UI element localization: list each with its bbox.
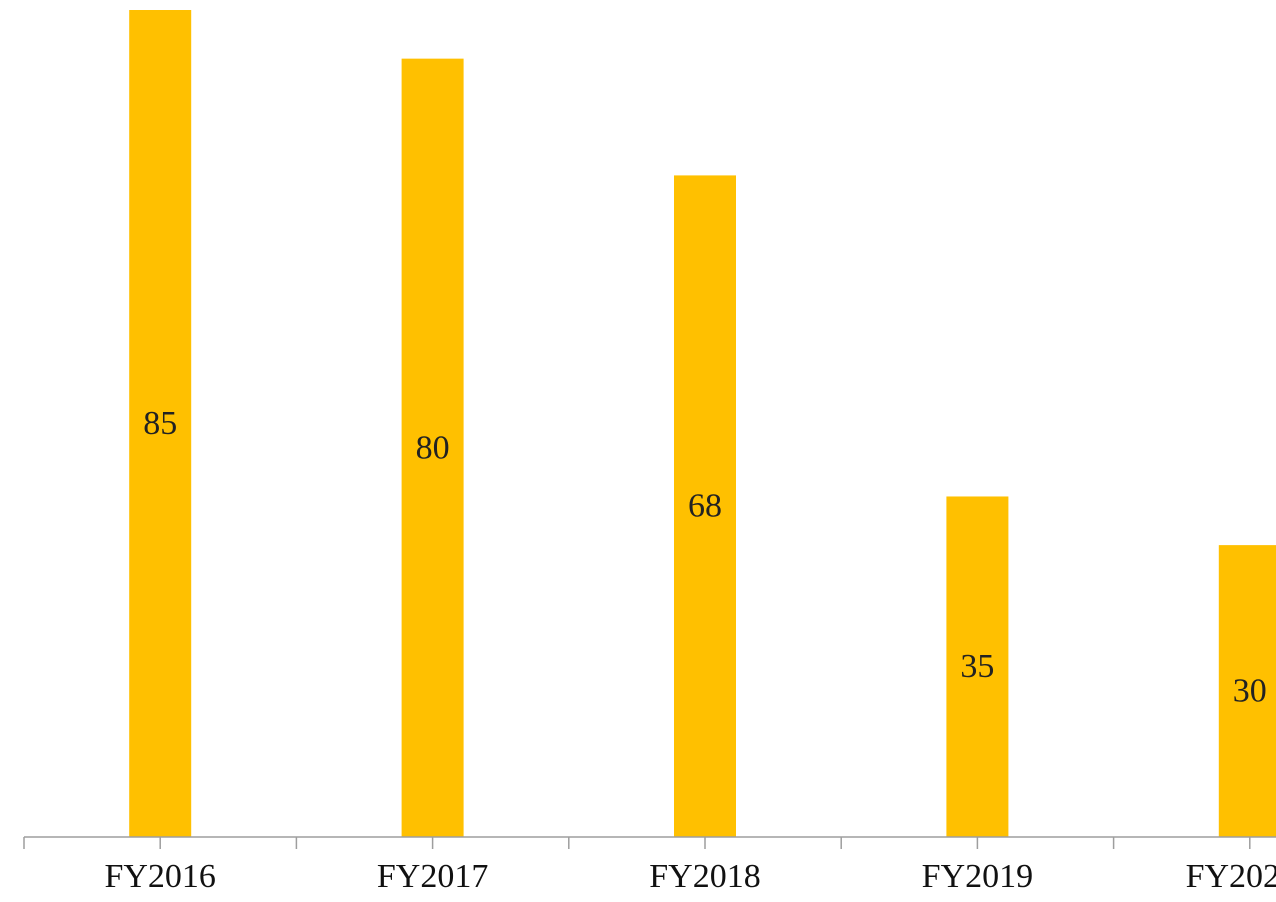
data-label: 80 — [416, 429, 450, 466]
x-axis: FY2016 FY2017 FY2018 FY2019 FY2020* — [23, 836, 1276, 895]
x-tick-label: FY2017 — [377, 858, 488, 895]
bars-layer — [129, 10, 1276, 838]
data-label: 68 — [688, 488, 722, 525]
bar-fy2016 — [129, 10, 192, 837]
data-label: 85 — [143, 405, 177, 442]
bar-fy2017 — [401, 58, 464, 838]
x-tick-label: FY2020* — [1186, 858, 1276, 895]
x-tick-label: FY2018 — [649, 858, 760, 895]
bar-fy2020 — [1218, 545, 1276, 837]
bar-fy2018 — [674, 175, 736, 837]
data-label: 30 — [1233, 673, 1267, 710]
x-tick-label: FY2019 — [922, 858, 1033, 895]
x-tick-label: FY2016 — [104, 858, 215, 895]
data-label: 35 — [960, 648, 994, 685]
data-labels-layer: 85 80 68 35 30 — [143, 405, 1267, 710]
bar-fy2019 — [946, 496, 1009, 837]
